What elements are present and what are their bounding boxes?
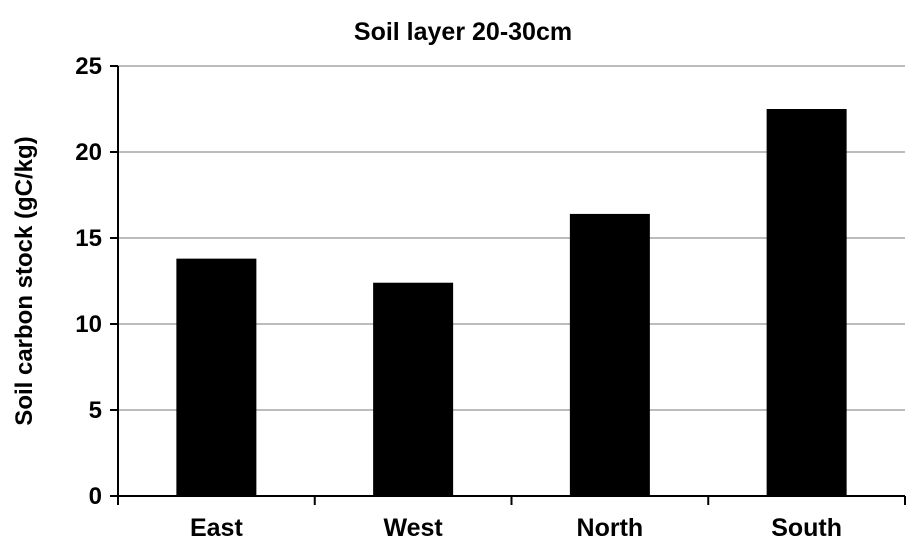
y-tick-label: 20 bbox=[75, 139, 102, 166]
x-category-label: South bbox=[771, 514, 842, 542]
x-category-label: West bbox=[383, 514, 443, 542]
bar-west bbox=[373, 282, 454, 496]
chart-title: Soil layer 20-30cm bbox=[354, 18, 572, 46]
y-axis-title: Soil carbon stock (gC/kg) bbox=[11, 136, 38, 425]
bar-north bbox=[569, 213, 650, 497]
x-category-label: East bbox=[190, 514, 243, 542]
y-tick-label: 10 bbox=[75, 311, 102, 338]
y-tick-label: 5 bbox=[89, 397, 102, 424]
bar-east bbox=[176, 258, 257, 496]
bar-south bbox=[766, 109, 847, 496]
y-tick-label: 25 bbox=[75, 53, 102, 80]
y-tick-label: 15 bbox=[75, 225, 102, 252]
y-tick-labels: 0 5 10 15 20 25 bbox=[75, 53, 102, 510]
axes bbox=[110, 65, 906, 505]
bars bbox=[176, 109, 847, 497]
x-category-label: North bbox=[577, 514, 644, 542]
x-category-labels: East West North South bbox=[190, 514, 842, 542]
y-tick-label: 0 bbox=[89, 483, 102, 510]
